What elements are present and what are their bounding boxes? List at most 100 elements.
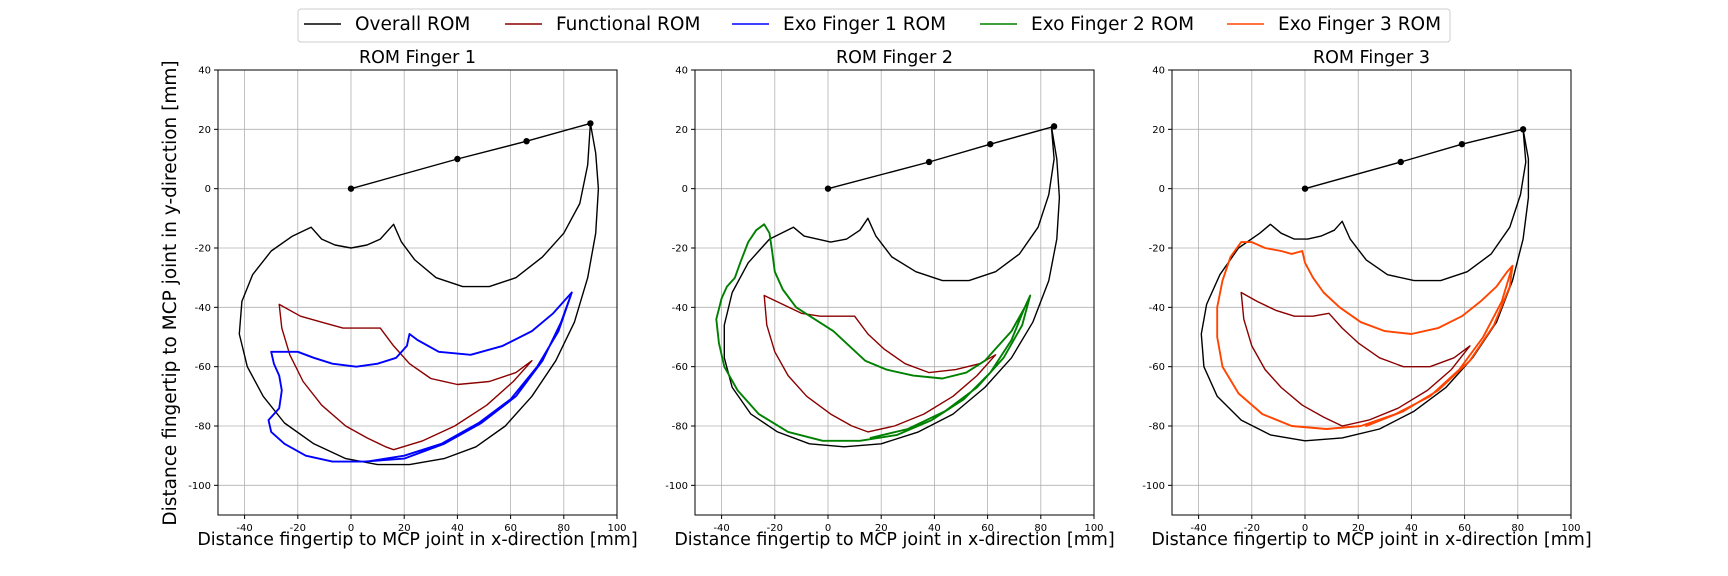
x-tick-label: -40 <box>236 523 252 534</box>
joint-point <box>523 138 530 145</box>
series-line-exo-finger-2-rom <box>715 223 1032 442</box>
series-line-exo-finger-1-rom <box>267 291 573 463</box>
legend-label: Exo Finger 1 ROM <box>783 14 946 35</box>
y-tick-label: -20 <box>672 244 688 255</box>
x-axis-label: Distance fingertip to MCP joint in x-dir… <box>197 530 637 550</box>
y-tick-label: -60 <box>1149 362 1165 373</box>
y-tick-label: 0 <box>1159 184 1165 195</box>
series-line-functional-rom <box>763 294 997 433</box>
y-tick-label: -100 <box>188 481 211 492</box>
y-tick-label: -20 <box>1149 244 1165 255</box>
x-tick-label: 20 <box>398 523 411 534</box>
y-tick-label: 0 <box>682 184 688 195</box>
x-tick-label: 80 <box>1034 523 1047 534</box>
x-tick-label: 0 <box>348 523 354 534</box>
x-tick-label: 0 <box>1302 523 1308 534</box>
joint-point <box>1050 123 1058 130</box>
chart-title: ROM Finger 2 <box>836 48 953 68</box>
axes-frame <box>217 69 618 516</box>
joint-point <box>347 185 355 192</box>
y-tick-label: -40 <box>1149 303 1165 314</box>
legend: Overall ROM Functional ROM Exo Finger 1 … <box>297 8 1451 43</box>
x-tick-label: 40 <box>928 523 941 534</box>
y-tick-label: 40 <box>1152 66 1165 77</box>
joint-point <box>454 155 461 163</box>
legend-entry-functional-rom: Functional ROM <box>505 14 700 35</box>
series-line-overall-rom <box>238 122 600 466</box>
series-line-skeleton <box>350 122 592 190</box>
y-tick-label: 20 <box>1152 125 1165 136</box>
x-tick-label: -20 <box>290 523 306 534</box>
x-tick-label: 100 <box>607 523 626 534</box>
y-tick-label: -40 <box>195 303 211 314</box>
plot-area <box>1200 126 1530 442</box>
y-tick-label: 0 <box>205 184 211 195</box>
legend-entry-overall-rom: Overall ROM <box>304 14 470 35</box>
x-tick-label: 60 <box>981 523 994 534</box>
x-tick-label: 60 <box>504 523 517 534</box>
y-tick-label: 40 <box>675 66 688 77</box>
axes-frame <box>1171 69 1572 516</box>
legend-label: Exo Finger 2 ROM <box>1031 14 1194 35</box>
series-line-skeleton <box>1304 128 1524 190</box>
joint-point <box>987 140 994 148</box>
plot-area <box>238 120 600 466</box>
chart-panel-1: -40 -20 0 20 40 60 80 100 -100 -80 -60 -40 -20 0 20 40 R… <box>188 48 637 550</box>
x-tick-label: 0 <box>825 523 831 534</box>
y-tick-label: 40 <box>198 66 211 77</box>
axes-frame <box>694 69 1095 516</box>
series-line-overall-rom <box>723 125 1061 448</box>
chart-panel-3: -40 -20 0 20 40 60 80 100 -100 -80 -60 -40 -20 0 20 40 R… <box>1142 48 1591 550</box>
chart-panel-2: -40 -20 0 20 40 60 80 100 -100 -80 -60 -40 -20 0 20 40 R… <box>665 48 1114 550</box>
legend-frame <box>297 8 1451 43</box>
y-tick-label: -100 <box>1142 481 1165 492</box>
legend-entry-exo-finger-3: Exo Finger 3 ROM <box>1227 14 1441 35</box>
series-line-exo-finger-3-rom <box>1216 241 1514 430</box>
joint-point <box>1519 126 1527 133</box>
joint-point <box>587 120 594 127</box>
y-tick-label: -20 <box>195 244 211 255</box>
plot-area <box>715 123 1061 448</box>
x-tick-label: 80 <box>557 523 570 534</box>
series-line-skeleton <box>827 125 1055 190</box>
x-axis-label: Distance fingertip to MCP joint in x-dir… <box>1151 530 1591 550</box>
chart-title: ROM Finger 3 <box>1313 48 1430 68</box>
y-tick-label: 20 <box>675 125 688 136</box>
series-line-overall-rom <box>1200 128 1530 442</box>
y-tick-label: -60 <box>195 362 211 373</box>
x-tick-label: 40 <box>1405 523 1418 534</box>
joint-point <box>1458 140 1466 148</box>
y-tick-label: 20 <box>198 125 211 136</box>
x-tick-label: -40 <box>1190 523 1206 534</box>
chart-panels: -40 -20 0 20 40 60 80 100 -100 -80 -60 -40 -20 0 20 40 R… <box>188 48 1591 550</box>
x-tick-label: -20 <box>1244 523 1260 534</box>
legend-entry-exo-finger-1: Exo Finger 1 ROM <box>732 14 946 35</box>
joint-point <box>925 158 933 166</box>
legend-label: Functional ROM <box>556 14 700 35</box>
joint-point <box>824 185 832 192</box>
joint-point <box>1301 185 1309 192</box>
chart-title: ROM Finger 1 <box>359 48 476 68</box>
x-tick-label: 100 <box>1084 523 1103 534</box>
x-tick-label: 80 <box>1511 523 1524 534</box>
legend-label: Overall ROM <box>355 14 470 35</box>
x-tick-label: -20 <box>767 523 783 534</box>
joint-point <box>1397 158 1404 166</box>
x-tick-label: -40 <box>713 523 729 534</box>
y-tick-label: -80 <box>672 422 688 433</box>
y-tick-label: -40 <box>672 303 688 314</box>
legend-label: Exo Finger 3 ROM <box>1278 14 1441 35</box>
x-axis-label: Distance fingertip to MCP joint in x-dir… <box>674 530 1114 550</box>
x-tick-label: 100 <box>1561 523 1580 534</box>
x-tick-label: 20 <box>875 523 888 534</box>
y-tick-label: -60 <box>672 362 688 373</box>
series-line-functional-rom <box>1240 291 1471 427</box>
x-tick-label: 40 <box>451 523 464 534</box>
y-tick-label: -80 <box>195 422 211 433</box>
x-tick-label: 60 <box>1458 523 1471 534</box>
y-tick-label: -100 <box>665 481 688 492</box>
series-line-functional-rom <box>278 303 533 451</box>
y-tick-label: -80 <box>1149 422 1165 433</box>
x-tick-label: 20 <box>1352 523 1365 534</box>
